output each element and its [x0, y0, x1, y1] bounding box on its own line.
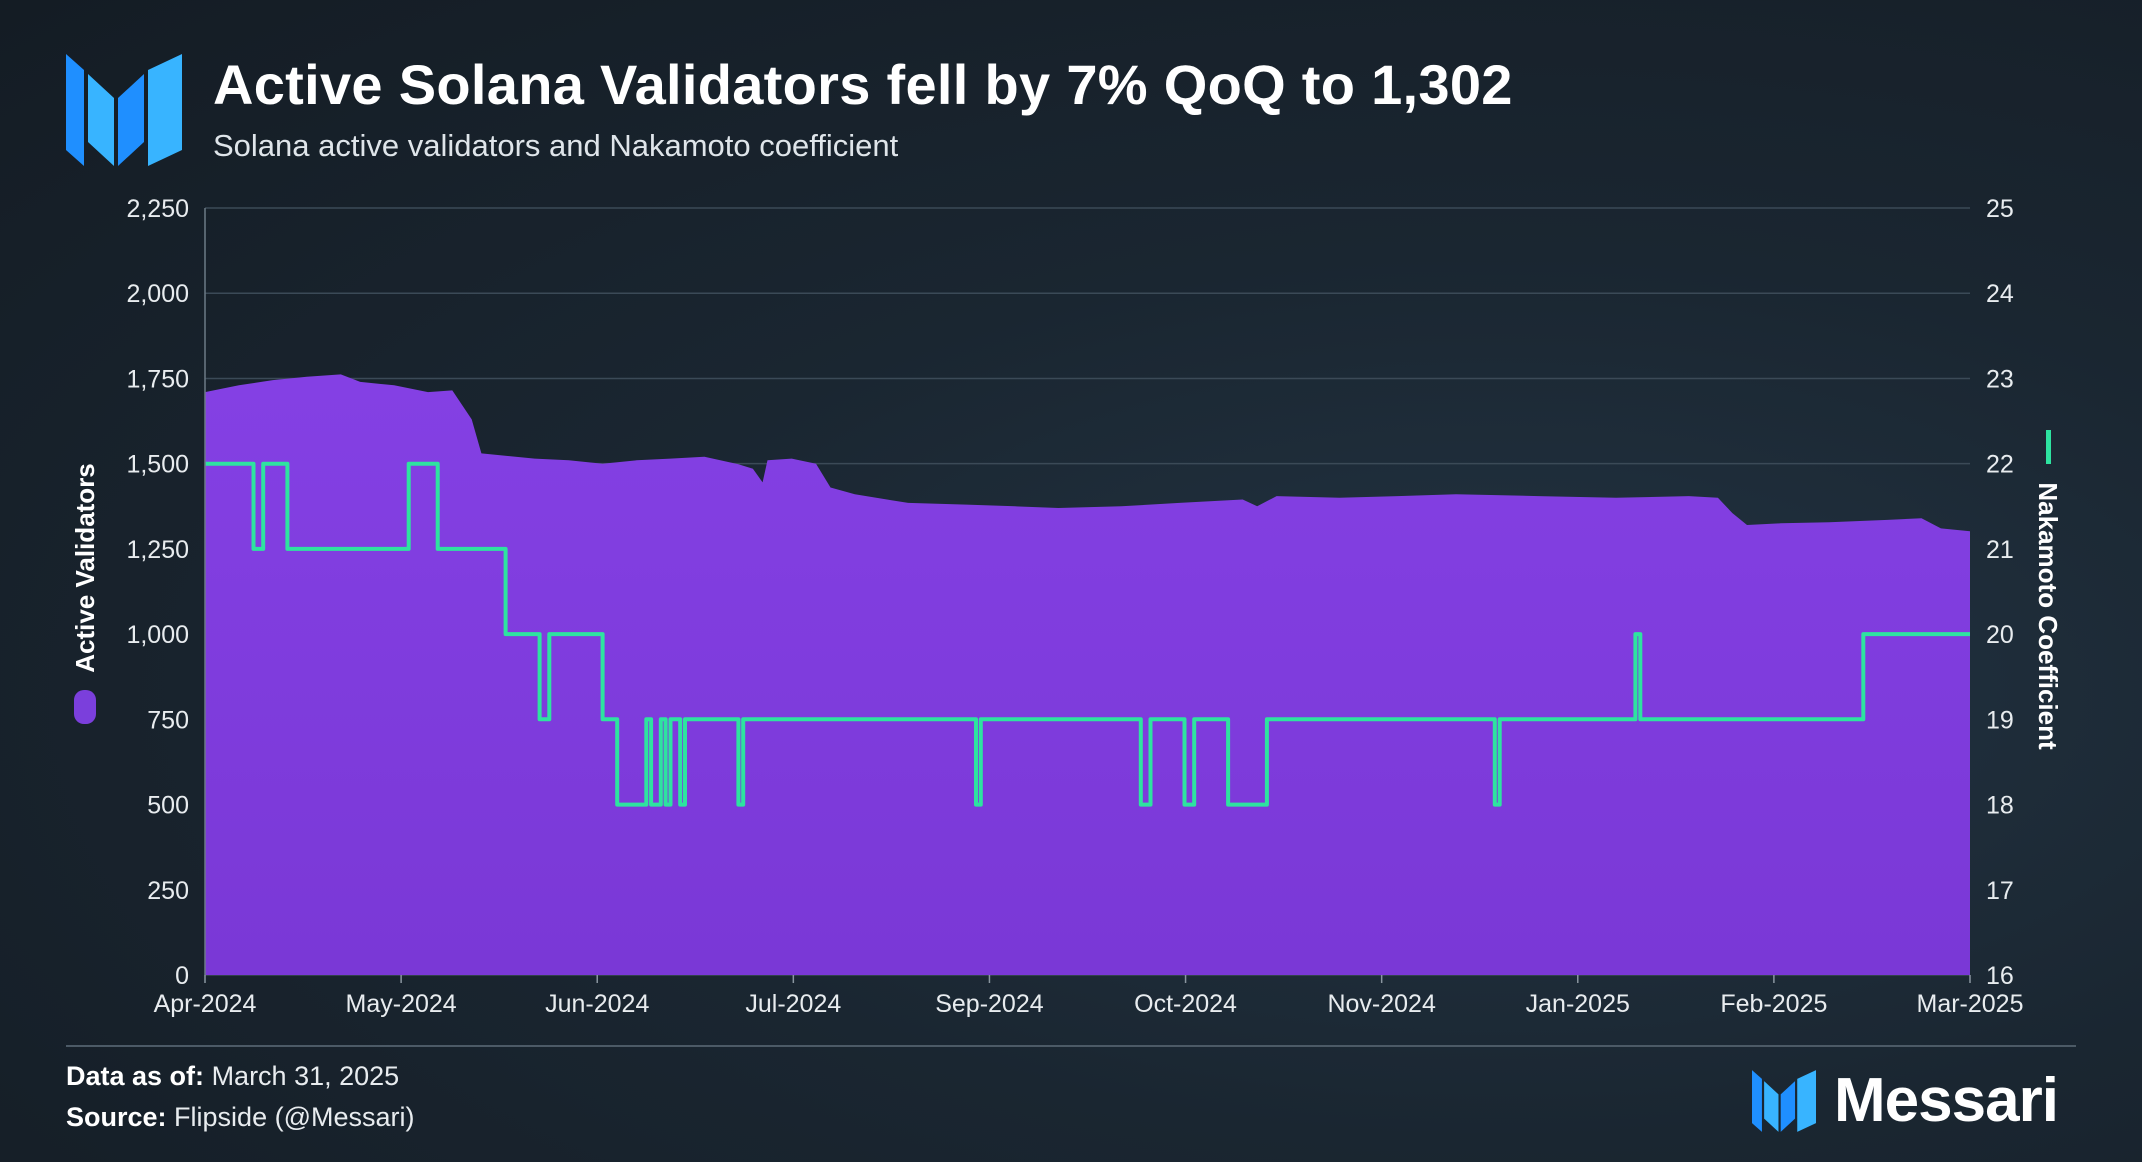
series-active-validators [205, 374, 1970, 975]
data-as-of: Data as of: March 31, 2025 [66, 1061, 400, 1091]
x-axis: Apr-2024 May-2024 Jun-2024 Jul-2024 Sep-2024… [154, 975, 2024, 1018]
y-left-tick-label: 250 [147, 877, 189, 905]
messari-logo-icon [66, 54, 182, 166]
y-right-tick-label: 20 [1986, 621, 2014, 649]
x-tick-label: Jul-2024 [745, 990, 841, 1018]
y-left-tick-label: 1,250 [126, 536, 189, 564]
y-left-axis: 0 250 500 750 1,000 1,250 1,500 1,750 2,000 2,250 [126, 195, 206, 990]
y-right-axis: 16 17 18 19 20 21 22 23 24 25 [1986, 195, 2014, 990]
y-right-tick-label: 22 [1986, 451, 2014, 479]
x-tick-label: Apr-2024 [154, 990, 257, 1018]
y-left-tick-label: 750 [147, 706, 189, 734]
x-tick-label: Feb-2025 [1720, 990, 1827, 1018]
y-right-axis-title: Nakamoto Coefficient [2033, 430, 2063, 750]
legend-nakamoto-line-icon [2046, 430, 2051, 464]
y-right-tick-label: 19 [1986, 706, 2014, 734]
x-tick-label: Jun-2024 [545, 990, 649, 1018]
x-tick-label: Jan-2025 [1526, 990, 1630, 1018]
y-right-tick-label: 24 [1986, 280, 2014, 308]
y-left-tick-label: 1,750 [126, 365, 189, 393]
y-right-tick-label: 16 [1986, 962, 2014, 990]
x-tick-label: Sep-2024 [935, 990, 1044, 1018]
y-right-tick-label: 23 [1986, 365, 2014, 393]
messari-brand-icon [1752, 1069, 1816, 1132]
y-right-tick-label: 18 [1986, 792, 2014, 820]
validators-area [205, 374, 1970, 975]
y-right-axis-label: Nakamoto Coefficient [2033, 482, 2063, 750]
brand-name: Messari [1834, 1066, 2059, 1135]
y-left-axis-title: Active Validators [70, 463, 100, 724]
y-left-tick-label: 2,000 [126, 280, 189, 308]
y-right-tick-label: 17 [1986, 877, 2014, 905]
y-left-tick-label: 500 [147, 792, 189, 820]
series-nakamoto-coefficient [205, 461, 1970, 807]
brand: Messari [1752, 1065, 2059, 1136]
y-left-tick-label: 1,000 [126, 621, 189, 649]
chart-title: Active Solana Validators fell by 7% QoQ … [213, 53, 1513, 116]
nakamoto-line [205, 461, 1970, 807]
y-right-tick-label: 21 [1986, 536, 2014, 564]
chart: 0 250 500 750 1,000 1,250 1,500 1,750 2,000 2,250… [70, 195, 2063, 1018]
y-left-tick-label: 0 [175, 962, 189, 990]
footer-divider [66, 1045, 2076, 1047]
x-tick-label: Nov-2024 [1327, 990, 1435, 1018]
legend-validators-swatch-icon [74, 690, 96, 724]
x-tick-label: Oct-2024 [1134, 990, 1237, 1018]
y-right-tick-label: 25 [1986, 195, 2014, 223]
chart-subtitle: Solana active validators and Nakamoto co… [213, 128, 899, 163]
y-left-tick-label: 2,250 [126, 195, 189, 223]
y-left-tick-label: 1,500 [126, 451, 189, 479]
x-tick-label: Mar-2025 [1917, 990, 2024, 1018]
source-note: Source: Flipside (@Messari) [66, 1102, 415, 1132]
y-left-axis-label: Active Validators [70, 463, 100, 673]
x-tick-label: May-2024 [346, 990, 457, 1018]
